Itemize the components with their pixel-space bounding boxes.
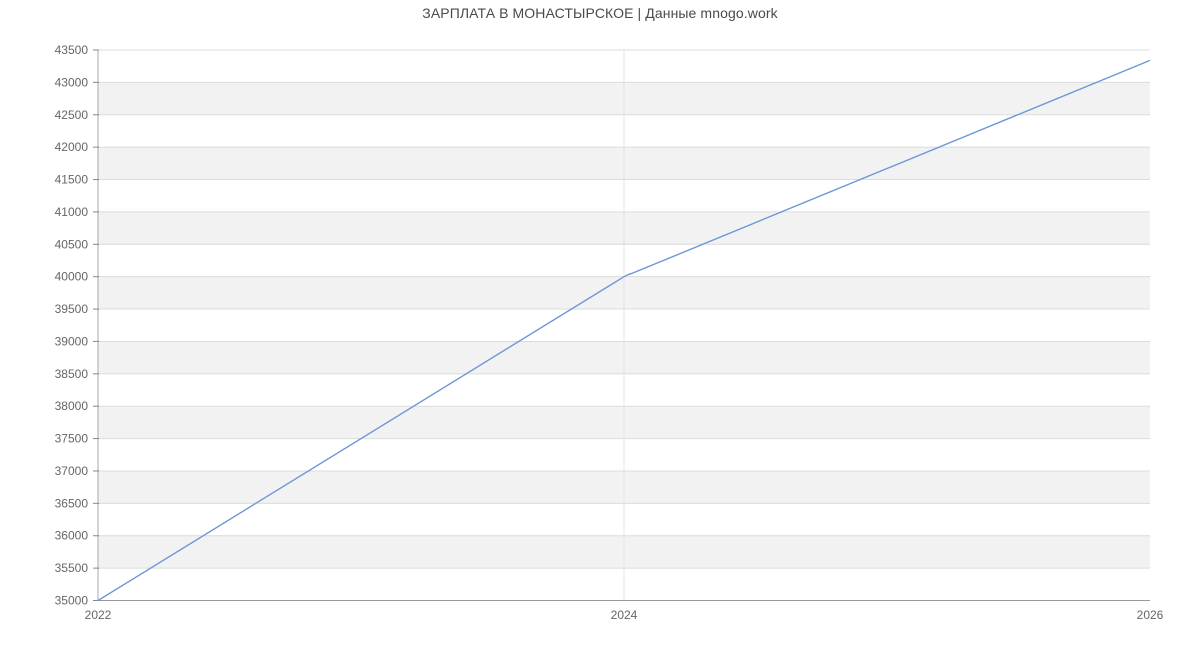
svg-text:38500: 38500: [55, 367, 89, 381]
svg-text:36500: 36500: [55, 496, 89, 510]
svg-text:35500: 35500: [55, 561, 89, 575]
svg-text:2024: 2024: [611, 608, 638, 622]
svg-text:36000: 36000: [55, 529, 89, 543]
svg-text:37000: 37000: [55, 464, 89, 478]
svg-text:42500: 42500: [55, 108, 89, 122]
svg-text:41000: 41000: [55, 205, 89, 219]
svg-text:43500: 43500: [55, 43, 89, 57]
svg-text:35000: 35000: [55, 594, 89, 608]
svg-text:37500: 37500: [55, 432, 89, 446]
svg-text:43000: 43000: [55, 75, 89, 89]
svg-text:42000: 42000: [55, 140, 89, 154]
svg-text:2026: 2026: [1137, 608, 1164, 622]
svg-text:39500: 39500: [55, 302, 89, 316]
svg-text:40000: 40000: [55, 270, 89, 284]
svg-text:38000: 38000: [55, 399, 89, 413]
svg-text:41500: 41500: [55, 173, 89, 187]
svg-text:39000: 39000: [55, 334, 89, 348]
svg-text:2022: 2022: [85, 608, 112, 622]
svg-text:40500: 40500: [55, 237, 89, 251]
